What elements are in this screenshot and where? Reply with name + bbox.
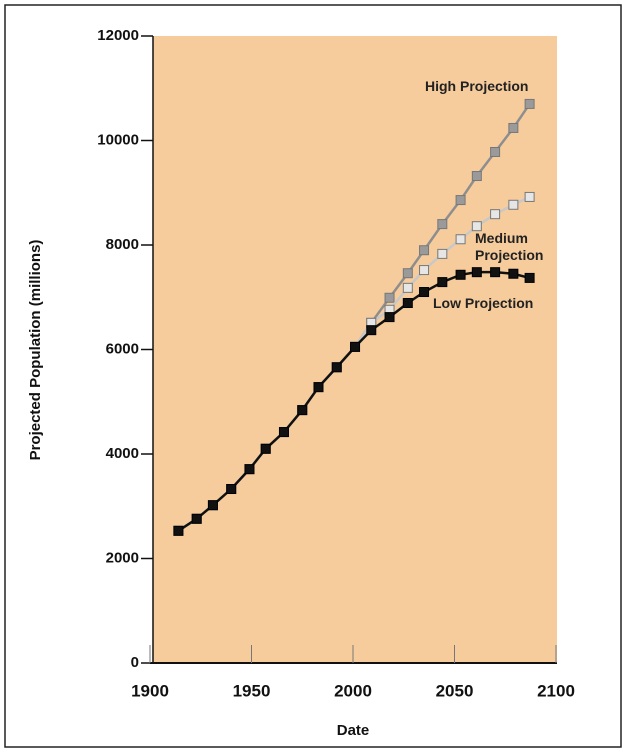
x-tick-label: 1900	[131, 681, 169, 700]
x-tick-label: 2050	[436, 681, 474, 700]
frame	[4, 4, 622, 748]
x-tick-label: 1950	[233, 681, 271, 700]
data-point	[437, 219, 448, 230]
annotation: Low Projection	[433, 295, 534, 311]
data-point	[384, 292, 395, 303]
data-point	[524, 272, 535, 283]
data-point	[455, 269, 466, 280]
y-tick-label: 2000	[106, 549, 139, 566]
y-tick-label: 8000	[106, 236, 139, 253]
annotation: Medium Projection	[475, 230, 544, 263]
data-point	[350, 341, 361, 352]
data-point	[331, 362, 342, 373]
data-point	[260, 443, 271, 454]
x-axis-label: Date	[337, 722, 370, 739]
data-point	[455, 195, 466, 206]
data-point	[226, 484, 237, 495]
y-tick-label: 6000	[106, 340, 139, 357]
data-point	[297, 405, 308, 416]
data-point	[490, 267, 501, 278]
data-point	[508, 268, 519, 279]
data-point	[419, 287, 430, 298]
data-point	[191, 513, 202, 524]
data-point	[455, 234, 466, 245]
data-point	[437, 248, 448, 259]
y-tick-label: 0	[131, 654, 139, 671]
data-point	[471, 267, 482, 278]
data-point	[244, 464, 255, 475]
data-point	[278, 427, 289, 438]
y-tick-label: 10000	[97, 131, 139, 148]
x-tick-label: 2100	[537, 681, 575, 700]
data-point	[508, 122, 519, 133]
data-point	[419, 245, 430, 256]
data-point	[402, 282, 413, 293]
y-axis-label: Projected Population (millions)	[27, 240, 44, 461]
data-point	[173, 525, 184, 536]
data-point	[384, 312, 395, 323]
data-point	[437, 277, 448, 288]
data-point	[471, 171, 482, 182]
data-point	[366, 325, 377, 336]
data-point	[402, 297, 413, 308]
data-point	[207, 500, 218, 511]
y-tick-label: 4000	[106, 445, 139, 462]
data-point	[313, 382, 324, 393]
data-point	[524, 191, 535, 202]
data-point	[508, 199, 519, 210]
data-point	[419, 265, 430, 276]
y-tick-label: 12000	[97, 27, 139, 44]
x-tick-label: 2000	[334, 681, 372, 700]
annotation: High Projection	[425, 78, 529, 94]
data-point	[490, 146, 501, 157]
data-point	[490, 209, 501, 220]
data-point	[402, 268, 413, 279]
data-point	[524, 98, 535, 109]
data-point	[471, 221, 482, 232]
